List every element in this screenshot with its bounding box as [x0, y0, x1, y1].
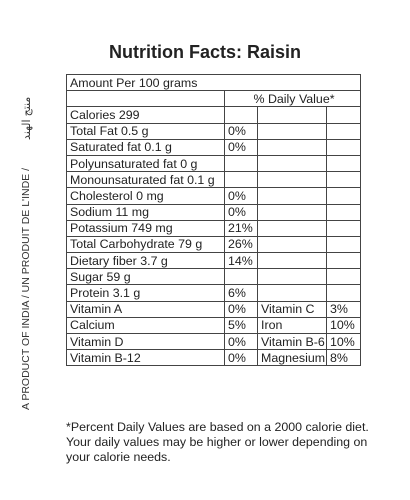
table-row: Potassium 749 mg 21% — [66, 219, 362, 237]
amount-per-serving: Amount Per 100 grams — [65, 73, 362, 92]
daily-value-header: % Daily Value* — [223, 90, 362, 108]
table-row: Cholesterol 0 mg 0% — [66, 187, 362, 205]
vitamin-dv: 5% — [224, 316, 258, 335]
origin-side-arabic: منتج الهند — [21, 96, 33, 140]
empty-cell — [325, 235, 362, 254]
empty-cell — [257, 154, 327, 173]
nutrient-label: Calories 299 — [66, 106, 225, 124]
vitamin-label: Vitamin D — [66, 332, 225, 351]
table-row: Monounsaturated fat 0.1 g — [66, 171, 362, 189]
vitamin-dv: 0% — [224, 332, 258, 351]
nutrient-dv: 14% — [224, 252, 258, 270]
footnote-line: your calorie needs. — [66, 450, 171, 464]
table-row: Dietary fiber 3.7 g 14% — [66, 252, 362, 270]
nutrient-label: Cholesterol 0 mg — [66, 187, 225, 205]
vitamin-label: Vitamin A — [66, 300, 225, 318]
nutrient-label: Potassium 749 mg — [66, 219, 225, 237]
vitamin-label: Magnesium — [257, 349, 327, 367]
vitamin-label: Vitamin B-6 — [257, 332, 327, 351]
nutrient-label: Total Fat 0.5 g — [66, 122, 225, 140]
empty-cell — [257, 235, 327, 254]
empty-cell — [257, 106, 327, 124]
nutrient-label: Polyunsaturated fat 0 g — [66, 154, 225, 173]
nutrient-dv: 0% — [224, 122, 258, 140]
table-row: Total Carbohydrate 79 g 26% — [66, 235, 362, 254]
nutrient-dv — [224, 268, 258, 286]
nutrient-dv: 0% — [224, 138, 258, 156]
nutrient-label: Sugar 59 g — [66, 268, 225, 286]
table-row: Protein 3.1 g 6% — [66, 284, 362, 302]
table-row: Sugar 59 g — [66, 268, 362, 286]
table-row: Sodium 11 mg 0% — [66, 203, 362, 221]
empty-cell — [257, 122, 327, 140]
empty-cell — [325, 171, 362, 189]
nutrient-dv — [224, 106, 258, 124]
empty-cell — [325, 138, 362, 156]
table-row: Calcium 5% Iron 10% — [66, 316, 362, 335]
table-row: Vitamin D 0% Vitamin B-6 10% — [66, 332, 362, 351]
vitamin-label: Calcium — [66, 316, 225, 335]
nutrient-dv: 6% — [224, 284, 258, 302]
vitamin-label: Vitamin B-12 — [66, 349, 225, 367]
vitamin-dv: 0% — [224, 300, 258, 318]
nutrient-label: Sodium 11 mg — [66, 203, 225, 221]
footnote: *Percent Daily Values are based on a 200… — [66, 420, 369, 465]
vitamin-label: Iron — [257, 316, 327, 335]
nutrient-label: Total Carbohydrate 79 g — [66, 235, 225, 254]
empty-cell — [325, 203, 362, 221]
empty-cell — [257, 219, 327, 237]
empty-cell — [325, 219, 362, 237]
empty-cell — [257, 203, 327, 221]
footnote-line: Your daily values may be higher or lower… — [66, 435, 368, 449]
vitamin-dv: 0% — [224, 349, 258, 367]
vitamin-label: Vitamin C — [257, 300, 327, 318]
empty-cell — [325, 154, 362, 173]
nutrient-dv — [224, 171, 258, 189]
empty-cell — [66, 90, 225, 108]
empty-cell — [257, 187, 327, 205]
empty-cell — [257, 284, 327, 302]
table-row: % Daily Value* — [66, 90, 362, 108]
empty-cell — [257, 252, 327, 270]
nutrient-label: Dietary fiber 3.7 g — [66, 252, 225, 270]
nutrient-label: Saturated fat 0.1 g — [66, 138, 225, 156]
empty-cell — [257, 268, 327, 286]
empty-cell — [325, 187, 362, 205]
empty-cell — [325, 106, 362, 124]
empty-cell — [257, 138, 327, 156]
empty-cell — [257, 171, 327, 189]
vitamin-dv: 3% — [325, 300, 362, 318]
empty-cell — [325, 122, 362, 140]
table-row: Vitamin B-12 0% Magnesium 8% — [66, 349, 362, 367]
footnote-line: *Percent Daily Values are based on a 200… — [66, 420, 369, 434]
nutrient-dv: 0% — [224, 187, 258, 205]
nutrient-dv: 0% — [224, 203, 258, 221]
table-row: Amount Per 100 grams — [65, 73, 362, 92]
vitamin-dv: 8% — [325, 349, 362, 367]
empty-cell — [325, 268, 362, 286]
empty-cell — [325, 252, 362, 270]
table-row: Saturated fat 0.1 g 0% — [66, 138, 362, 156]
nutrition-table: Amount Per 100 grams % Daily Value* Calo… — [65, 73, 362, 367]
empty-cell — [325, 284, 362, 302]
nutrient-label: Monounsaturated fat 0.1 g — [66, 171, 225, 189]
nutrient-dv — [224, 154, 258, 173]
nutrient-dv: 21% — [224, 219, 258, 237]
nutrient-dv: 26% — [224, 235, 258, 254]
table-row: Vitamin A 0% Vitamin C 3% — [66, 300, 362, 318]
vitamin-dv: 10% — [325, 316, 362, 335]
label-title: Nutrition Facts: Raisin — [108, 42, 301, 62]
nutrient-label: Protein 3.1 g — [66, 284, 225, 302]
table-row: Total Fat 0.5 g 0% — [66, 122, 362, 140]
table-row: Calories 299 — [66, 106, 362, 124]
table-row: Polyunsaturated fat 0 g — [66, 154, 362, 173]
vitamin-dv: 10% — [325, 332, 362, 351]
